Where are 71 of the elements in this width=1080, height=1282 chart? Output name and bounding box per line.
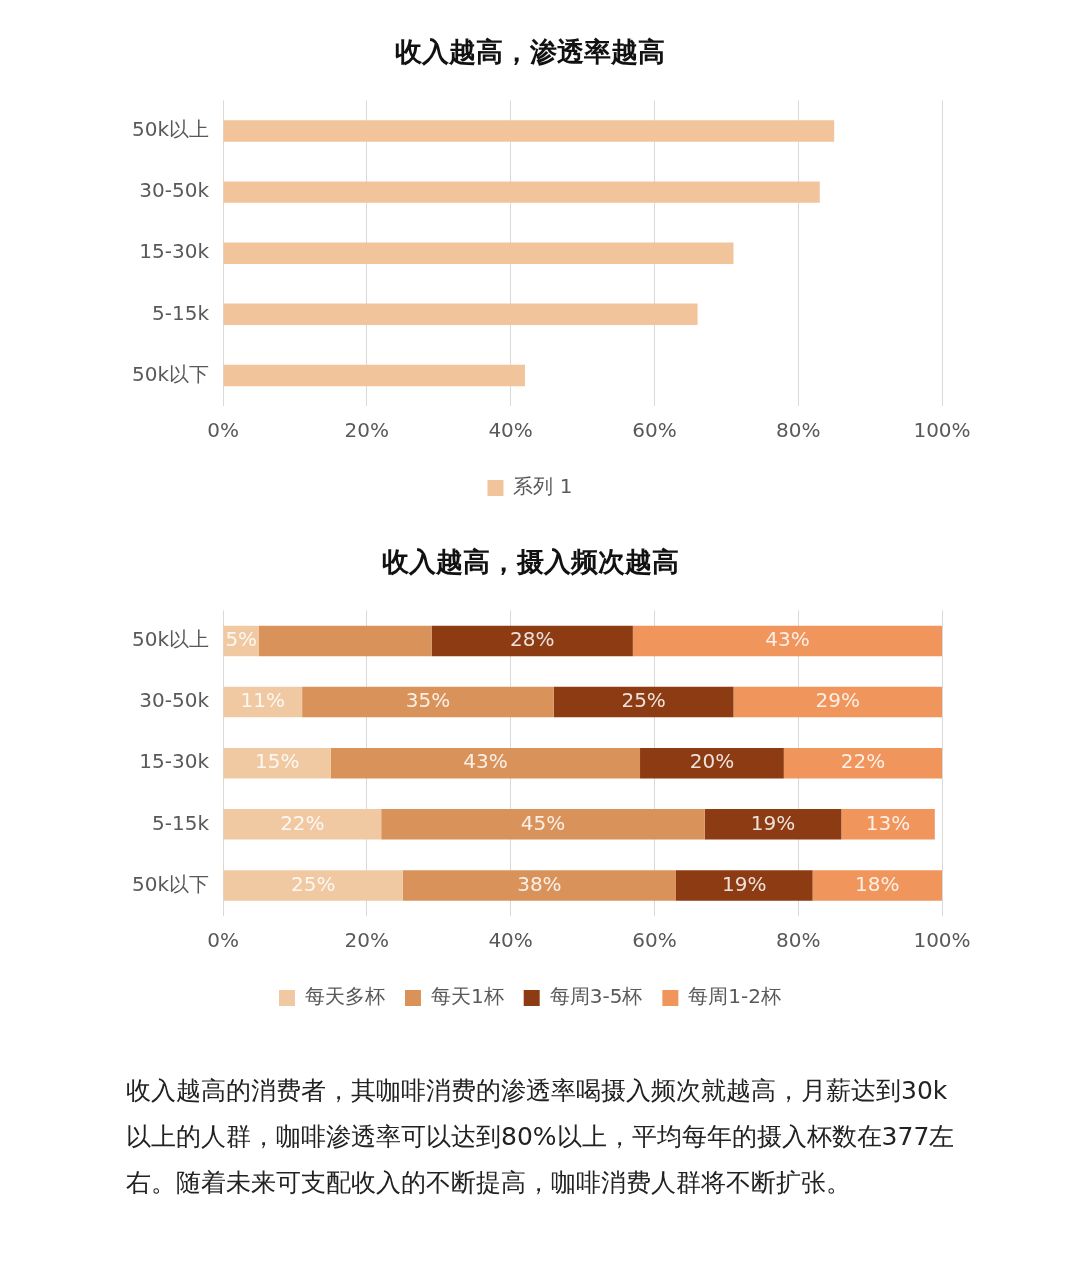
x-tick-label: 40% [488,418,533,443]
x-tick-label: 100% [913,418,971,443]
data-label: 45% [520,810,566,835]
bar [812,870,942,901]
y-tick-label: 15-30k [139,239,210,264]
bar [402,870,676,901]
y-tick-label: 5-15k [152,810,210,835]
y-tick-label: 50k以下 [132,361,210,386]
chart-title: 收入越高，渗透率越高 [395,36,665,68]
x-tick-label: 20% [344,928,390,953]
bar [632,625,942,657]
data-label: 20% [689,749,735,774]
bar [553,686,734,718]
chart-title: 收入越高，摄入频次越高 [381,546,679,578]
data-label: 19% [750,810,796,835]
x-tick-label: 20% [344,418,390,443]
x-tick-label: 80% [775,418,821,443]
data-label: 22% [840,749,886,774]
bar [223,364,525,387]
x-tick-label: 0% [207,418,239,443]
data-label: 13% [865,810,911,835]
y-tick-label: 30-50k [139,178,210,203]
y-tick-label: 50k以上 [132,117,210,142]
text: 收入越高的消费者，其咖啡消费的渗透率喝摄入频次就越高，月薪达到30k以上的人群，咖啡渗透率可以达到80%以上，平均每年的摄入杯数在377左右。随着未来可支配收入的不断提高，咖啡消费人群将不断扩张。 [125,1075,956,1199]
data-label: 11% [240,688,286,713]
legend-label: 每周3-5杯 [549,984,643,1009]
data-label: 18% [855,871,900,896]
y-tick-label: 50k以下 [132,871,210,896]
data-label: 5% [225,627,258,652]
data-label: 19% [722,871,767,896]
x-tick-label: 0% [207,928,239,953]
bar [841,809,935,840]
legend-label: 每周1-2杯 [688,984,782,1009]
bar [431,625,633,657]
x-tick-label: 40% [488,928,533,953]
bar [223,242,734,264]
y-tick-label: 15-30k [139,749,210,774]
y-tick-label: 50k以上 [132,627,210,652]
bar [783,747,942,779]
x-tick-label: 60% [632,928,677,953]
data-label: 28% [509,627,555,652]
data-label: 43% [765,627,810,652]
data-label: 22% [280,810,325,835]
data-label: 29% [815,688,860,713]
legend-label: 每天1杯 [430,984,504,1009]
bar [302,686,554,718]
y-tick-label: 30-50k [139,688,210,713]
legend-label: 系列 1 [513,474,573,499]
bar [223,870,403,901]
y-tick-label: 5-15k [152,300,210,325]
bar [640,747,784,779]
data-label: 35% [405,688,451,713]
bar [223,181,820,203]
data-label: 25% [621,688,666,713]
bar [330,747,641,779]
bar [258,625,432,657]
bar [733,686,942,718]
bar [381,809,705,840]
x-tick-label: 80% [775,928,821,953]
bar [704,809,842,840]
bar [223,120,835,142]
data-label: 15% [254,749,300,774]
data-label: 25% [290,871,336,896]
x-tick-label: 100% [913,928,971,953]
x-tick-label: 60% [632,418,677,443]
bar [223,809,382,840]
data-label: 38% [517,871,562,896]
bar [675,870,813,901]
data-label: 43% [463,749,508,774]
legend-label: 每天多杯 [304,984,385,1009]
bar [223,303,698,326]
